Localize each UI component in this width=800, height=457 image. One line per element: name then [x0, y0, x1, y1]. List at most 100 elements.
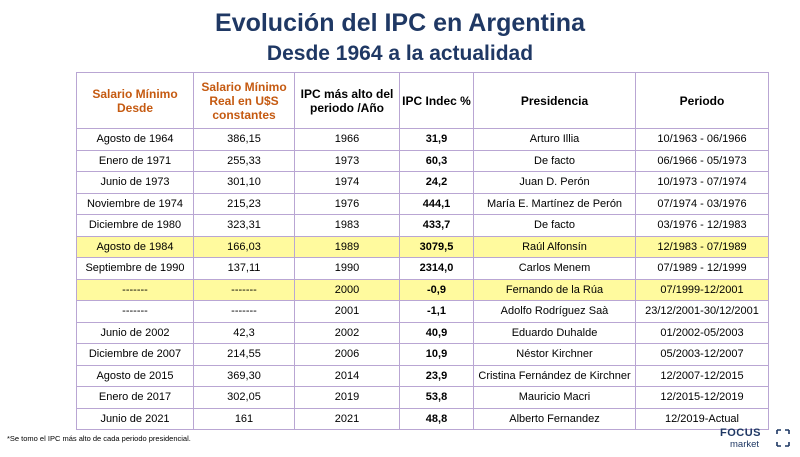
table-body: Agosto de 1964 386,15 1966 31,9 Arturo Illia… — [76, 128, 769, 430]
ipc-table: Salario Mínimo Desde Salario Mínimo Real… — [76, 72, 769, 430]
presidencia-cell: Mauricio Macri — [473, 386, 636, 409]
header-row: Salario Mínimo Desde Salario Mínimo Real… — [76, 72, 769, 129]
periodo-cell: 12/2019-Actual — [635, 407, 769, 430]
ipc-indec-cell: 2314,0 — [399, 257, 474, 280]
salario-real-cell: 386,15 — [193, 128, 295, 151]
ipc-anio-cell: 2019 — [294, 386, 400, 409]
salario-minimo-cell: ------- — [76, 278, 194, 301]
table-row: Diciembre de 1980 323,31 1983 433,7 De facto… — [76, 214, 769, 237]
salario-real-cell: ------- — [193, 300, 295, 323]
periodo-cell: 12/2007-12/2015 — [635, 364, 769, 387]
salario-minimo-cell: Junio de 2002 — [76, 321, 194, 344]
salario-minimo-cell: Agosto de 2015 — [76, 364, 194, 387]
salario-real-cell: 369,30 — [193, 364, 295, 387]
ipc-indec-cell: 444,1 — [399, 192, 474, 215]
ipc-indec-cell: 23,9 — [399, 364, 474, 387]
presidencia-cell: Néstor Kirchner — [473, 343, 636, 366]
salario-minimo-cell: Diciembre de 2007 — [76, 343, 194, 366]
ipc-indec-cell: 10,9 — [399, 343, 474, 366]
presidencia-cell: De facto — [473, 214, 636, 237]
ipc-anio-cell: 2001 — [294, 300, 400, 323]
presidencia-cell: Juan D. Perón — [473, 171, 636, 194]
ipc-anio-cell: 2021 — [294, 407, 400, 430]
header-ipc-anio: IPC más alto del periodo /Año — [294, 72, 400, 129]
table-row: Junio de 2021 161 2021 48,8 Alberto Fernande… — [76, 407, 769, 430]
salario-minimo-cell: Diciembre de 1980 — [76, 214, 194, 237]
periodo-cell: 12/1983 - 07/1989 — [635, 235, 769, 258]
ipc-indec-cell: 40,9 — [399, 321, 474, 344]
salario-minimo-cell: Enero de 1971 — [76, 149, 194, 172]
ipc-anio-cell: 1976 — [294, 192, 400, 215]
focus-market-logo: FOCUS market — [716, 427, 796, 453]
table-row: Enero de 2017 302,05 2019 53,8 Mauricio Macr… — [76, 386, 769, 409]
presidencia-cell: Eduardo Duhalde — [473, 321, 636, 344]
periodo-cell: 03/1976 - 12/1983 — [635, 214, 769, 237]
presidencia-cell: Adolfo Rodríguez Saà — [473, 300, 636, 323]
salario-minimo-cell: Junio de 2021 — [76, 407, 194, 430]
salario-minimo-cell: Agosto de 1964 — [76, 128, 194, 151]
periodo-cell: 12/2015-12/2019 — [635, 386, 769, 409]
salario-minimo-cell: Enero de 2017 — [76, 386, 194, 409]
salario-real-cell: 255,33 — [193, 149, 295, 172]
ipc-indec-cell: 48,8 — [399, 407, 474, 430]
salario-real-cell: ------- — [193, 278, 295, 301]
table-header: Salario Mínimo Desde Salario Mínimo Real… — [76, 72, 769, 129]
page-title: Evolución del IPC en Argentina — [215, 9, 585, 37]
salario-minimo-cell: Septiembre de 1990 — [76, 257, 194, 280]
ipc-indec-cell: 433,7 — [399, 214, 474, 237]
periodo-cell: 07/1989 - 12/1999 — [635, 257, 769, 280]
ipc-anio-cell: 2000 — [294, 278, 400, 301]
table-row: Enero de 1971 255,33 1973 60,3 De facto 06/19… — [76, 149, 769, 172]
logo-text-bottom: market — [730, 439, 760, 450]
footnote: *Se tomo el IPC más alto de cada periodo… — [7, 434, 191, 443]
salario-real-cell: 214,55 — [193, 343, 295, 366]
header-periodo: Periodo — [635, 72, 769, 129]
presidencia-cell: De facto — [473, 149, 636, 172]
logo-bracket-icon — [776, 429, 790, 447]
ipc-indec-cell: -1,1 — [399, 300, 474, 323]
header-presidencia: Presidencia — [473, 72, 636, 129]
ipc-anio-cell: 2014 — [294, 364, 400, 387]
ipc-anio-cell: 2002 — [294, 321, 400, 344]
page-subtitle: Desde 1964 a la actualidad — [266, 42, 534, 65]
ipc-anio-cell: 2006 — [294, 343, 400, 366]
ipc-indec-cell: 24,2 — [399, 171, 474, 194]
periodo-cell: 10/1963 - 06/1966 — [635, 128, 769, 151]
table-row: Diciembre de 2007 214,55 2006 10,9 Néstor Ki… — [76, 343, 769, 366]
salario-minimo-cell: Junio de 1973 — [76, 171, 194, 194]
salario-minimo-cell: Noviembre de 1974 — [76, 192, 194, 215]
table-row: Septiembre de 1990 137,11 1990 2314,0 Carlos… — [76, 257, 769, 280]
presidencia-cell: Arturo Illia — [473, 128, 636, 151]
ipc-indec-cell: -0,9 — [399, 278, 474, 301]
table-row: ------- ------- 2001 -1,1 Adolfo Rodríguez S… — [76, 300, 769, 323]
logo-text-top: FOCUS — [720, 427, 761, 439]
table-row: Agosto de 2015 369,30 2014 23,9 Cristina Fer… — [76, 364, 769, 387]
ipc-indec-cell: 53,8 — [399, 386, 474, 409]
salario-real-cell: 137,11 — [193, 257, 295, 280]
ipc-anio-cell: 1990 — [294, 257, 400, 280]
table-row: Junio de 1973 301,10 1974 24,2 Juan D. Perón… — [76, 171, 769, 194]
salario-real-cell: 323,31 — [193, 214, 295, 237]
ipc-indec-cell: 60,3 — [399, 149, 474, 172]
ipc-anio-cell: 1966 — [294, 128, 400, 151]
presidencia-cell: Alberto Fernandez — [473, 407, 636, 430]
periodo-cell: 07/1974 - 03/1976 — [635, 192, 769, 215]
ipc-anio-cell: 1983 — [294, 214, 400, 237]
periodo-cell: 06/1966 - 05/1973 — [635, 149, 769, 172]
ipc-anio-cell: 1973 — [294, 149, 400, 172]
periodo-cell: 23/12/2001-30/12/2001 — [635, 300, 769, 323]
presidencia-cell: María E. Martínez de Perón — [473, 192, 636, 215]
presidencia-cell: Cristina Fernández de Kirchner — [473, 364, 636, 387]
ipc-anio-cell: 1989 — [294, 235, 400, 258]
salario-real-cell: 166,03 — [193, 235, 295, 258]
ipc-anio-cell: 1974 — [294, 171, 400, 194]
table-row: Agosto de 1964 386,15 1966 31,9 Arturo Illia… — [76, 128, 769, 151]
header-salario-real: Salario Mínimo Real en U$S constantes — [193, 72, 295, 129]
periodo-cell: 10/1973 - 07/1974 — [635, 171, 769, 194]
salario-real-cell: 161 — [193, 407, 295, 430]
presidencia-cell: Fernando de la Rúa — [473, 278, 636, 301]
periodo-cell: 07/1999-12/2001 — [635, 278, 769, 301]
periodo-cell: 05/2003-12/2007 — [635, 343, 769, 366]
header-salario-minimo: Salario Mínimo Desde — [76, 72, 194, 129]
header-ipc-indec: IPC Indec % — [399, 72, 474, 129]
